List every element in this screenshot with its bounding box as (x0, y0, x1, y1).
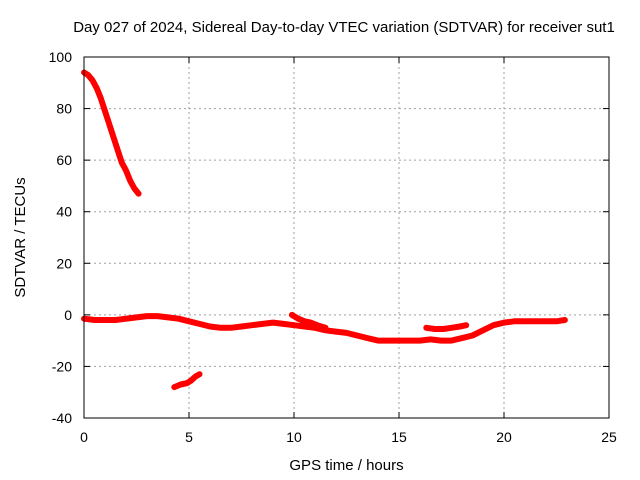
y-tick-label: 40 (56, 204, 72, 220)
x-tick-label: 20 (496, 429, 512, 445)
x-tick-label: 15 (391, 429, 407, 445)
grid (84, 57, 609, 418)
x-tick-label: 5 (185, 429, 193, 445)
series-4-line (288, 311, 329, 331)
x-axis-label: GPS time / hours (289, 457, 403, 474)
series-1-line (81, 69, 142, 197)
y-tick-label: 100 (49, 49, 73, 65)
y-tick-label: -20 (52, 358, 72, 374)
x-tick-label: 10 (286, 429, 302, 445)
plot-frame (83, 56, 610, 419)
y-tick-label: -40 (52, 410, 72, 426)
chart-title: Day 027 of 2024, Sidereal Day-to-day VTE… (73, 19, 615, 36)
y-tick-label: 0 (64, 307, 72, 323)
x-tick-label: 25 (601, 429, 617, 445)
y-tick-label: 80 (56, 101, 72, 117)
y-tick-label: 20 (56, 255, 72, 271)
y-axis-label: SDTVAR / TECUs (12, 177, 29, 297)
series-5-line (423, 322, 470, 332)
series-layer (81, 69, 568, 391)
series-2-line (171, 371, 203, 391)
axis-ticks: 0 5 10 15 20 25 -40 -20 0 20 40 60 80 100 (49, 49, 617, 445)
y-tick-label: 60 (56, 152, 72, 168)
x-tick-label: 0 (80, 429, 88, 445)
